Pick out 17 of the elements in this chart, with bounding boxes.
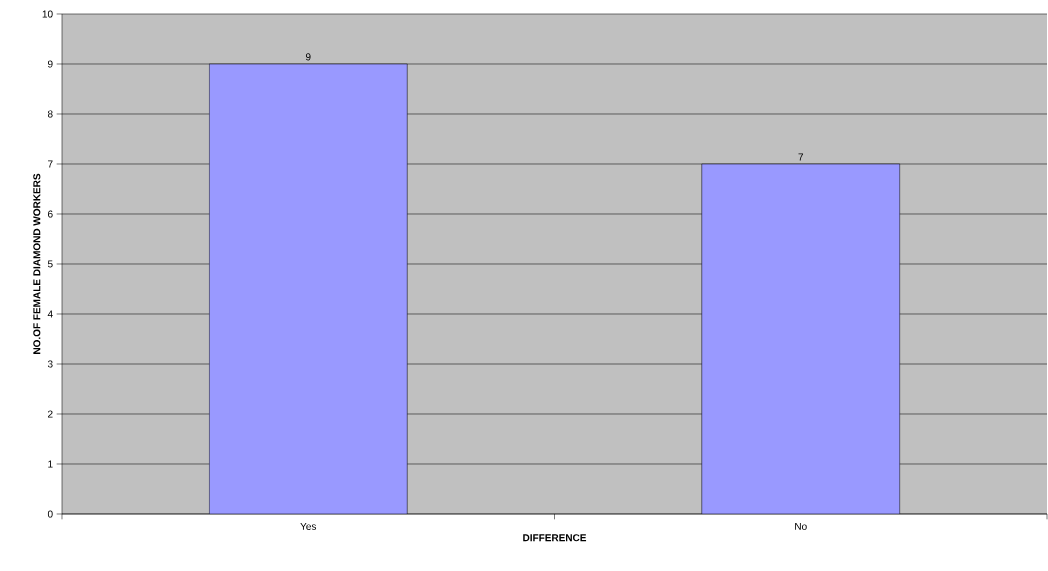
data-label: 9 [305, 53, 311, 61]
y-tick-label: 1 [48, 460, 53, 468]
y-tick-label: 2 [48, 410, 53, 418]
y-tick-label: 8 [47, 110, 53, 118]
y-tick-label: 6 [48, 210, 53, 218]
data-label: 7 [798, 153, 804, 161]
x-axis-title: DIFFERENCE [523, 534, 587, 542]
y-tick-label: 4 [47, 310, 53, 318]
y-tick-label: 3 [47, 360, 53, 368]
y-tick-label: 5 [47, 260, 53, 268]
x-tick-label: Yes [300, 522, 317, 530]
y-tick-label: 7 [48, 160, 53, 168]
y-tick-label: 0 [47, 510, 53, 518]
x-tick-label: No [795, 522, 807, 530]
y-tick-label: 10 [42, 10, 53, 18]
y-tick-label: 9 [47, 60, 53, 68]
y-axis-title: NO.OF FEMALE DIAMOND WORKERS [33, 173, 41, 354]
